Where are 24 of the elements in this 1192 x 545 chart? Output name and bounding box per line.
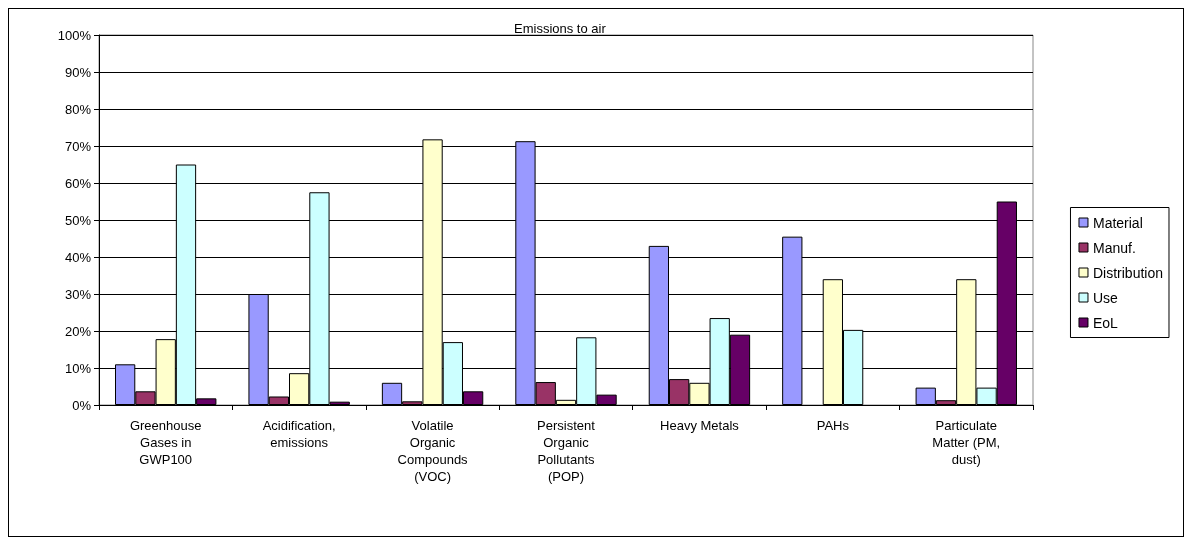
- y-tick-label: 10%: [64, 360, 92, 376]
- y-tick-label: 40%: [64, 249, 92, 265]
- legend-label: Distribution: [1092, 264, 1163, 281]
- legend-label: Manuf.: [1092, 239, 1136, 256]
- y-tick-label: 70%: [64, 138, 92, 154]
- y-tick-label: 80%: [64, 101, 92, 117]
- y-tick-label: 0%: [72, 397, 92, 413]
- y-tick-label: 30%: [64, 286, 92, 302]
- y-tick-label: 20%: [64, 323, 92, 339]
- x-tick-label: Acidification, emissions: [262, 418, 336, 450]
- legend-label: Use: [1092, 289, 1119, 306]
- legend-label: EoL: [1092, 314, 1119, 331]
- chart-title: Emissions to air: [514, 21, 607, 36]
- y-tick-label: 50%: [64, 212, 92, 228]
- legend-label: Material: [1092, 214, 1143, 231]
- x-tick-label: Persistent Organic Pollutants (POP): [537, 418, 596, 484]
- y-tick-label: 60%: [64, 175, 92, 191]
- x-tick-label: Heavy Metals: [660, 418, 740, 433]
- x-tick-label: Volatile Organic Compounds (VOC): [397, 418, 469, 484]
- y-tick-label: 100%: [57, 27, 92, 43]
- x-tick-label: Particulate Matter (PM, dust): [932, 418, 1001, 467]
- x-tick-label: Greenhouse Gases in GWP100: [129, 418, 202, 467]
- x-tick-label: PAHs: [816, 418, 850, 433]
- y-tick-label: 90%: [64, 64, 92, 80]
